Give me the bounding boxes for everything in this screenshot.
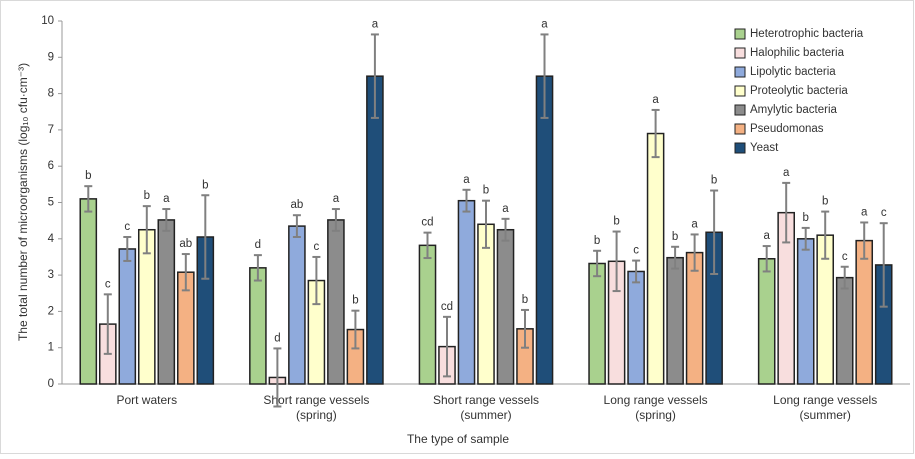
y-axis-title: The total number of microorganisms (log₁… [16, 63, 30, 341]
bar [327, 219, 345, 385]
bar [457, 199, 476, 385]
x-tick-label: Long range vessels (spring) [604, 393, 708, 422]
bar [855, 239, 874, 385]
legend-swatch [734, 47, 746, 59]
legend-swatch [734, 66, 746, 78]
significance-letter: b [352, 295, 358, 307]
bar [535, 75, 554, 385]
bar [366, 75, 384, 385]
x-tick-label: Long range vessels (summer) [773, 393, 877, 422]
significance-letter: b [822, 196, 828, 208]
y-tick-label: 10 [41, 15, 54, 27]
y-tick-label: 7 [48, 124, 54, 136]
bar [157, 219, 176, 385]
significance-letter: cd [421, 217, 433, 229]
y-tick-label: 8 [48, 88, 54, 100]
bar [496, 228, 515, 385]
legend-swatch [734, 104, 746, 116]
significance-letter: b [144, 190, 150, 202]
bar [666, 256, 684, 385]
significance-letter: a [372, 18, 379, 30]
legend-swatch [734, 28, 746, 40]
legend-label: Amylytic bacteria [750, 104, 838, 116]
bar [288, 225, 306, 385]
significance-letter: c [105, 278, 111, 290]
y-tick-label: 3 [48, 269, 54, 281]
legend-label: Heterotrophic bacteria [750, 28, 864, 40]
y-tick-label: 1 [48, 342, 54, 354]
significance-letter: b [672, 231, 678, 243]
significance-letter: c [842, 251, 848, 263]
significance-letter: b [522, 294, 528, 306]
legend-label: Halophilic bacteria [750, 47, 845, 59]
y-tick-label: 9 [48, 51, 54, 63]
bar [249, 267, 267, 385]
bar [796, 238, 815, 385]
significance-letter: c [633, 245, 639, 257]
bar [627, 270, 645, 385]
x-tick-label: Port waters [116, 393, 177, 407]
bar [757, 258, 776, 385]
significance-letter: ab [179, 238, 192, 250]
x-tick-label: Short range vessels (summer) [433, 393, 539, 422]
significance-letter: c [881, 207, 887, 219]
legend-label: Yeast [750, 142, 779, 154]
significance-letter: ab [290, 199, 303, 211]
significance-letter: d [255, 239, 261, 251]
legend-label: Lipolytic bacteria [750, 66, 836, 78]
y-tick-label: 6 [48, 160, 54, 172]
significance-letter: a [691, 218, 698, 230]
significance-letter: a [463, 174, 470, 186]
significance-letter: b [483, 185, 489, 197]
significance-letter: a [333, 193, 340, 205]
significance-letter: a [163, 193, 170, 205]
y-tick-label: 5 [48, 197, 54, 209]
legend-swatch [734, 142, 746, 154]
bar [79, 198, 98, 385]
x-tick-label: Short range vessels (spring) [263, 393, 369, 422]
y-tick-label: 0 [48, 378, 54, 390]
legend-label: Proteolytic bacteria [750, 85, 848, 97]
legend-label: Pseudomonas [750, 123, 824, 135]
bar [646, 132, 665, 385]
significance-letter: b [711, 175, 717, 187]
significance-letter: c [314, 241, 320, 253]
significance-letter: c [124, 221, 130, 233]
significance-letter: b [802, 212, 808, 224]
bar [418, 244, 437, 385]
bar [118, 248, 137, 385]
significance-letter: a [861, 206, 868, 218]
significance-letter: b [613, 216, 619, 228]
significance-letter: b [85, 170, 91, 182]
legend-swatch [734, 123, 746, 135]
significance-letter: a [502, 203, 509, 215]
significance-letter: d [274, 332, 280, 344]
significance-letter: b [594, 235, 600, 247]
significance-letter: a [541, 18, 548, 30]
bar [588, 262, 606, 385]
significance-letter: a [763, 230, 770, 242]
significance-letter: a [652, 94, 659, 106]
y-tick-label: 2 [48, 305, 54, 317]
significance-letter: a [783, 167, 790, 179]
legend-swatch [734, 85, 746, 97]
bar [685, 251, 704, 385]
bar [835, 276, 854, 385]
significance-letter: cd [441, 301, 453, 313]
y-tick-label: 4 [48, 233, 55, 245]
x-axis-title: The type of sample [407, 432, 509, 446]
significance-letter: b [202, 179, 208, 191]
